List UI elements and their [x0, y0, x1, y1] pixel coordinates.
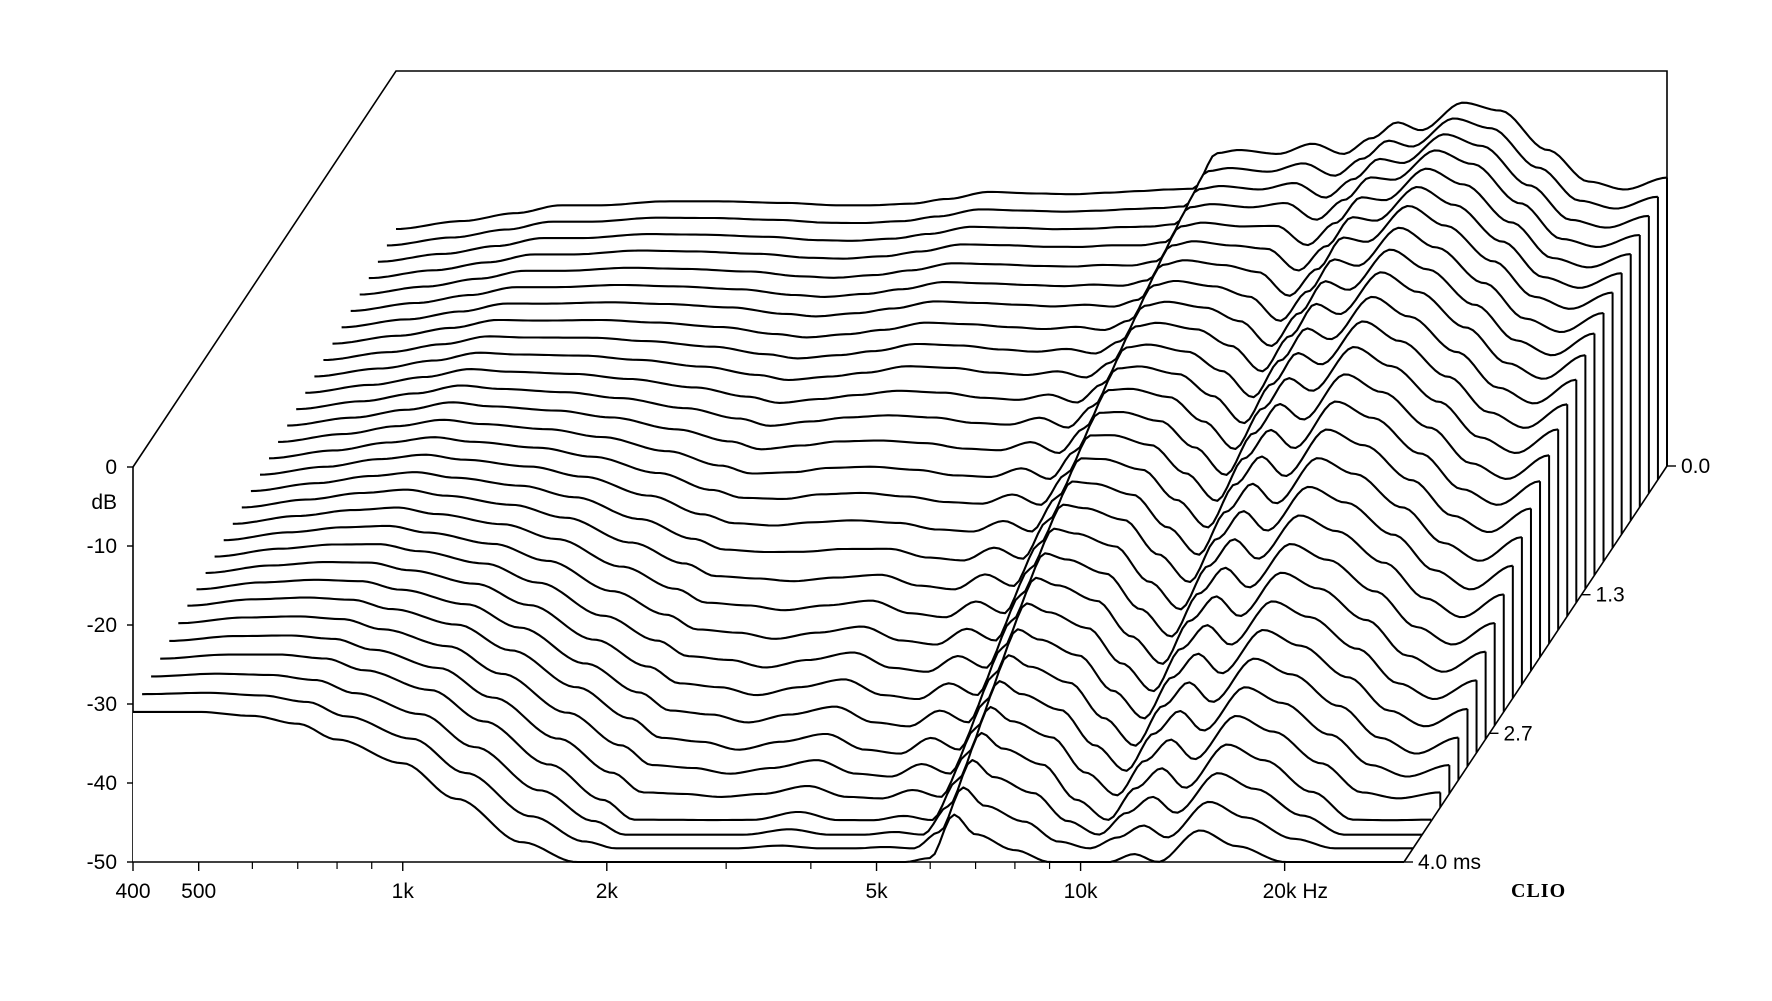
- y-tick-label: -20: [87, 614, 117, 637]
- y-tick-label: -30: [87, 693, 117, 716]
- x-tick-label: 20k Hz: [1263, 880, 1328, 903]
- slice-line: [332, 226, 1604, 345]
- slice-line: [250, 457, 1523, 562]
- slice-line: [341, 204, 1613, 329]
- slice-line: [187, 596, 1459, 755]
- slice-line: [196, 578, 1468, 728]
- slice-line: [359, 167, 1631, 296]
- y-unit-label: dB: [91, 491, 117, 514]
- slice-line: [386, 117, 1658, 247]
- slice-fill: [133, 711, 1404, 862]
- slice-line: [205, 561, 1477, 701]
- slice-line: [223, 524, 1495, 646]
- slice-line: [169, 634, 1441, 800]
- slice-line: [232, 506, 1504, 619]
- x-tick-label: 2k: [596, 880, 619, 903]
- slice-line: [314, 271, 1586, 382]
- x-tick-label: 5k: [865, 880, 888, 903]
- slice-line: [259, 428, 1532, 534]
- slice-line: [287, 346, 1559, 455]
- x-tick-label: 1k: [392, 880, 415, 903]
- brand-logo-text: CLIO: [1511, 880, 1566, 902]
- slice-line: [268, 400, 1541, 506]
- slice-line: [151, 672, 1423, 836]
- x-tick-label: 400: [115, 880, 150, 903]
- y-tick-label: -40: [87, 772, 117, 795]
- slice-line: [160, 653, 1432, 822]
- slice-line: [305, 295, 1577, 405]
- slice-line: [214, 543, 1486, 673]
- x-tick-label: 500: [181, 880, 216, 903]
- time-tick-label: 2.7: [1503, 722, 1532, 745]
- slice-line: [368, 149, 1640, 280]
- time-tick-label: 1.3: [1596, 584, 1625, 607]
- y-tick-label: 0: [105, 456, 117, 479]
- y-tick-label: -50: [87, 851, 117, 874]
- slice-line: [241, 485, 1513, 591]
- chart-axes: 400 500 1k 2k 5k 10k 20k Hz 0 -10 -20 -30 -40 -50 dB 0…: [87, 455, 1711, 903]
- slice-line: [323, 248, 1595, 362]
- slice-line: [278, 373, 1550, 480]
- slice-line: [377, 133, 1649, 263]
- slice-line: [395, 101, 1668, 231]
- time-tick-label: 4.0 ms: [1418, 851, 1481, 874]
- slice-line: [178, 615, 1450, 778]
- slice-line: [296, 320, 1568, 429]
- waterfall-slices: [133, 101, 1668, 864]
- time-tick-label: 0.0: [1681, 455, 1710, 478]
- y-tick-label: -10: [87, 535, 117, 558]
- time-axis-line: [1403, 465, 1668, 863]
- slice-line: [350, 185, 1622, 312]
- x-tick-label: 10k: [1064, 880, 1098, 903]
- slice-line: [142, 691, 1414, 850]
